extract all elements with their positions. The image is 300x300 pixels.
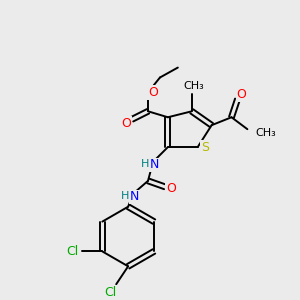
Text: N: N bbox=[149, 158, 159, 172]
Text: Cl: Cl bbox=[66, 245, 79, 258]
Text: O: O bbox=[148, 86, 158, 99]
Text: S: S bbox=[201, 141, 209, 154]
Text: H: H bbox=[141, 159, 149, 169]
Text: Cl: Cl bbox=[104, 286, 116, 299]
Text: O: O bbox=[166, 182, 176, 195]
Text: N: N bbox=[129, 190, 139, 203]
Text: O: O bbox=[121, 117, 131, 130]
Text: CH₃: CH₃ bbox=[183, 82, 204, 92]
Text: O: O bbox=[236, 88, 246, 101]
Text: CH₃: CH₃ bbox=[255, 128, 276, 138]
Text: H: H bbox=[121, 191, 129, 201]
